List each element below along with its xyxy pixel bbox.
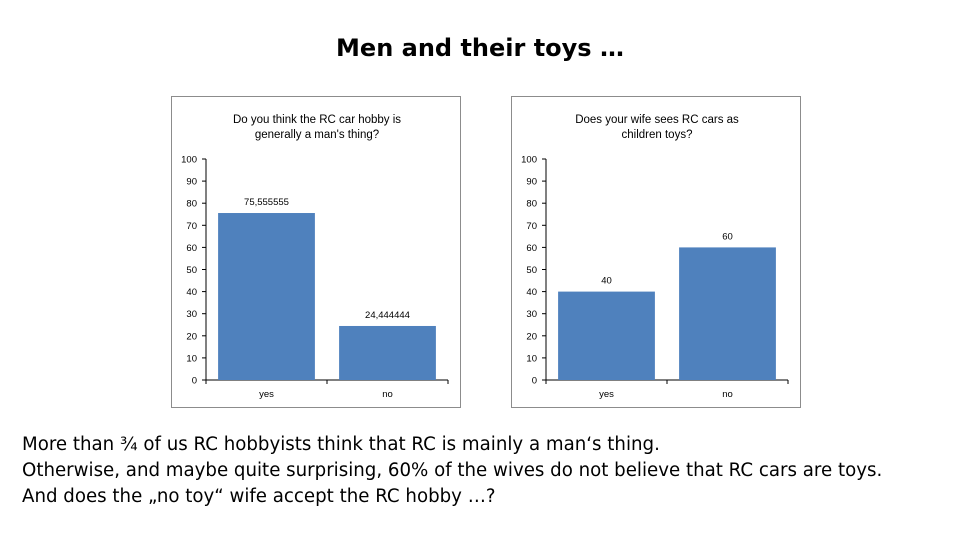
- chart-man-thing-y-tick-label-70: 70: [186, 221, 197, 232]
- chart-wife-toys-y-tick-label-90: 90: [526, 177, 537, 188]
- slide-title: Men and their toys …: [336, 34, 624, 62]
- chart-man-thing-svg: Do you think the RC car hobby is generall…: [181, 114, 449, 400]
- chart-wife-toys-y-tick-label-60: 60: [526, 243, 537, 254]
- chart-wife-toys-svg: Does your wife sees RC cars as children t…: [521, 114, 789, 400]
- chart-wife-toys-y-tick-label-100: 100: [521, 155, 537, 166]
- chart-man-thing-y-tick-label-10: 10: [186, 353, 197, 364]
- chart-man-thing-title-line-1: Do you think the RC car hobby is: [233, 114, 401, 126]
- body-line-2: Otherwise, and maybe quite surprising, 6…: [22, 460, 883, 481]
- body-line-1: More than ¾ of us RC hobbyists think tha…: [22, 434, 660, 455]
- chart-man-thing-y-tick-label-100: 100: [181, 155, 197, 166]
- body-text: More than ¾ of us RC hobbyists think tha…: [22, 432, 952, 510]
- chart-wife-toys-y-tick-label-50: 50: [526, 265, 537, 276]
- chart-wife-toys-bar-no: [679, 247, 776, 380]
- chart-man-thing-y-tick-label-30: 30: [186, 309, 197, 320]
- chart-man-thing-y-tick-label-20: 20: [186, 331, 197, 342]
- chart-wife-toys-y-tick-label-20: 20: [526, 331, 537, 342]
- chart-man-thing-value-label-yes: 75,555555: [244, 197, 289, 208]
- chart-man-thing-y-tick-label-0: 0: [192, 376, 197, 387]
- chart-wife-toys-value-label-no: 60: [722, 231, 733, 242]
- chart-man-thing-y-tick-label-60: 60: [186, 243, 197, 254]
- chart-man-thing-x-label-no: no: [382, 389, 393, 400]
- chart-wife-toys-y-tick-label-70: 70: [526, 221, 537, 232]
- chart-wife-toys-y-tick-label-0: 0: [532, 376, 537, 387]
- chart-man-thing-value-label-no: 24,444444: [365, 310, 410, 321]
- chart-man-thing-y-tick-label-50: 50: [186, 265, 197, 276]
- chart-man-thing-bar-yes: [218, 213, 315, 380]
- chart-wife-toys-value-label-yes: 40: [601, 276, 612, 287]
- chart-wife-toys-y-tick-label-80: 80: [526, 199, 537, 210]
- chart-wife-toys-bar-yes: [558, 291, 655, 380]
- chart-man-thing-bar-no: [339, 325, 436, 380]
- chart-wife-toys-y-tick-label-40: 40: [526, 287, 537, 298]
- chart-man-thing-title-line-2: generally a man's thing?: [255, 129, 379, 141]
- chart-man-thing-y-tick-label-80: 80: [186, 199, 197, 210]
- chart-man-thing-y-tick-label-40: 40: [186, 287, 197, 298]
- chart-wife-toys-title-line-2: children toys?: [622, 129, 693, 141]
- chart-wife-toys: Does your wife sees RC cars as children t…: [511, 96, 801, 408]
- chart-man-thing-x-label-yes: yes: [259, 389, 274, 400]
- chart-man-thing-y-tick-label-90: 90: [186, 177, 197, 188]
- chart-man-thing: Do you think the RC car hobby is generall…: [171, 96, 461, 408]
- chart-wife-toys-title-line-1: Does your wife sees RC cars as: [575, 114, 739, 126]
- chart-wife-toys-x-label-yes: yes: [599, 389, 614, 400]
- chart-wife-toys-x-label-no: no: [722, 389, 733, 400]
- body-line-3: And does the „no toy“ wife accept the RC…: [22, 486, 496, 507]
- chart-wife-toys-y-tick-label-10: 10: [526, 353, 537, 364]
- chart-wife-toys-y-tick-label-30: 30: [526, 309, 537, 320]
